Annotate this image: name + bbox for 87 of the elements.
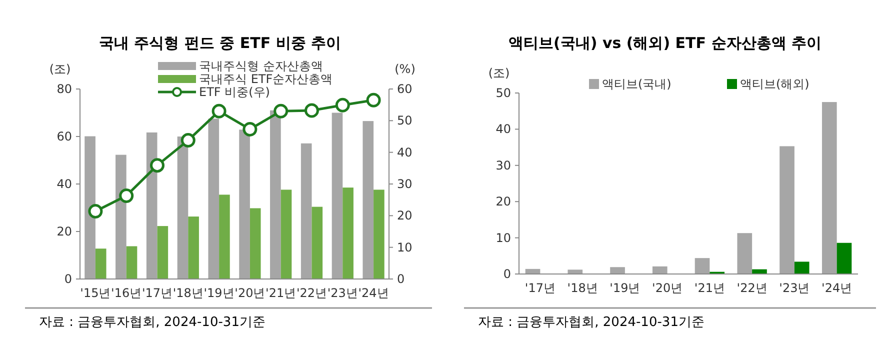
bar: [280, 190, 292, 279]
y-tick-label: 0: [503, 267, 511, 281]
bar: [270, 110, 281, 279]
x-tick-label: '15년: [80, 286, 111, 300]
bar: [239, 130, 250, 279]
y-tick-label: 50: [496, 86, 511, 100]
x-tick-label: '20년: [234, 286, 266, 300]
y-tick-label: 10: [496, 230, 511, 245]
legend-label: 국내주식형 순자산총액: [199, 59, 323, 73]
point: [335, 98, 350, 112]
y-axis-title: (조): [49, 62, 71, 76]
bar: [177, 136, 188, 279]
point: [180, 133, 196, 148]
bar: [737, 233, 752, 274]
legend-label: 액티브(국내): [602, 77, 672, 91]
legend-label: 액티브(해외): [740, 77, 810, 91]
text: 자료 : 금융투자협회, 2024-10-31기준: [478, 315, 704, 330]
y2-axis-title: (%): [394, 62, 416, 76]
bar: [312, 206, 323, 279]
bar: [836, 242, 852, 274]
bar: [208, 118, 220, 279]
bar: [146, 132, 158, 279]
y2-tick-label: 50: [397, 114, 412, 128]
bar: [84, 136, 96, 279]
point: [242, 122, 258, 136]
point: [150, 158, 164, 173]
y2-tick-label: 20: [397, 208, 412, 223]
bar: [822, 102, 837, 274]
bar: [652, 266, 668, 274]
bar: [342, 188, 354, 279]
y2-tick-label: 40: [397, 145, 412, 160]
point: [88, 204, 103, 218]
bar: [332, 112, 343, 279]
chart-title: 국내 주식형 펀드 중 ETF 비중 추이: [98, 34, 342, 52]
x-tick-label: '17년: [142, 286, 173, 300]
y2-tick-label: 60: [397, 82, 412, 96]
x-tick-label: '20년: [652, 281, 683, 295]
chart-title: 액티브(국내) vs (해외) ETF 순자산총액 추이: [508, 34, 822, 52]
y-tick-label: 30: [496, 158, 511, 172]
legend-label: 국내주식 ETF순자산총액: [199, 72, 333, 86]
text: 자료 : 금융투자협회, 2024-10-31기준: [39, 315, 266, 330]
bar: [157, 226, 168, 279]
point: [366, 92, 381, 108]
x-tick-label: '21년: [694, 281, 725, 295]
x-tick-label: '23년: [327, 286, 358, 300]
point: [212, 104, 226, 118]
bar: [780, 146, 794, 274]
bar: [694, 258, 710, 274]
point: [304, 103, 319, 118]
x-tick-label: '24년: [358, 286, 389, 300]
x-tick-label: '23년: [779, 281, 810, 295]
y-tick-label: 0: [64, 272, 72, 286]
x-tick-label: '17년: [524, 281, 556, 295]
x-tick-label: '19년: [610, 281, 640, 295]
x-tick-label: '18년: [567, 281, 598, 295]
y-tick-label: 20: [496, 194, 511, 209]
bar: [126, 246, 138, 279]
bar: [362, 121, 374, 279]
y2-tick-label: 30: [397, 177, 412, 191]
bar: [300, 143, 312, 279]
x-tick-label: '24년: [822, 281, 852, 295]
x-tick-label: '21년: [266, 286, 296, 300]
bar: [374, 190, 384, 279]
bar: [219, 194, 230, 279]
y-tick-label: 40: [56, 177, 72, 191]
y-axis-title: (조): [488, 66, 510, 80]
bar: [188, 216, 199, 279]
y-tick-label: 60: [56, 130, 72, 144]
y2-tick-label: 10: [397, 240, 412, 254]
point: [119, 188, 134, 203]
y2-tick-label: 0: [397, 272, 405, 286]
bar: [250, 208, 261, 279]
x-tick-label: '16년: [111, 286, 142, 300]
bar: [610, 267, 625, 274]
x-tick-label: '22년: [296, 286, 328, 300]
y-tick-label: 40: [496, 122, 511, 136]
bar: [794, 262, 810, 274]
x-tick-label: '22년: [736, 281, 768, 295]
bar: [116, 154, 126, 279]
legend-label: ETF 비중(우): [199, 85, 270, 99]
bar: [95, 248, 106, 279]
y-tick-label: 80: [56, 82, 72, 96]
bar: [568, 270, 583, 274]
x-tick-label: '19년: [204, 286, 234, 300]
y-tick-label: 20: [56, 224, 72, 238]
x-tick-label: '18년: [172, 286, 204, 300]
point: [274, 104, 288, 118]
